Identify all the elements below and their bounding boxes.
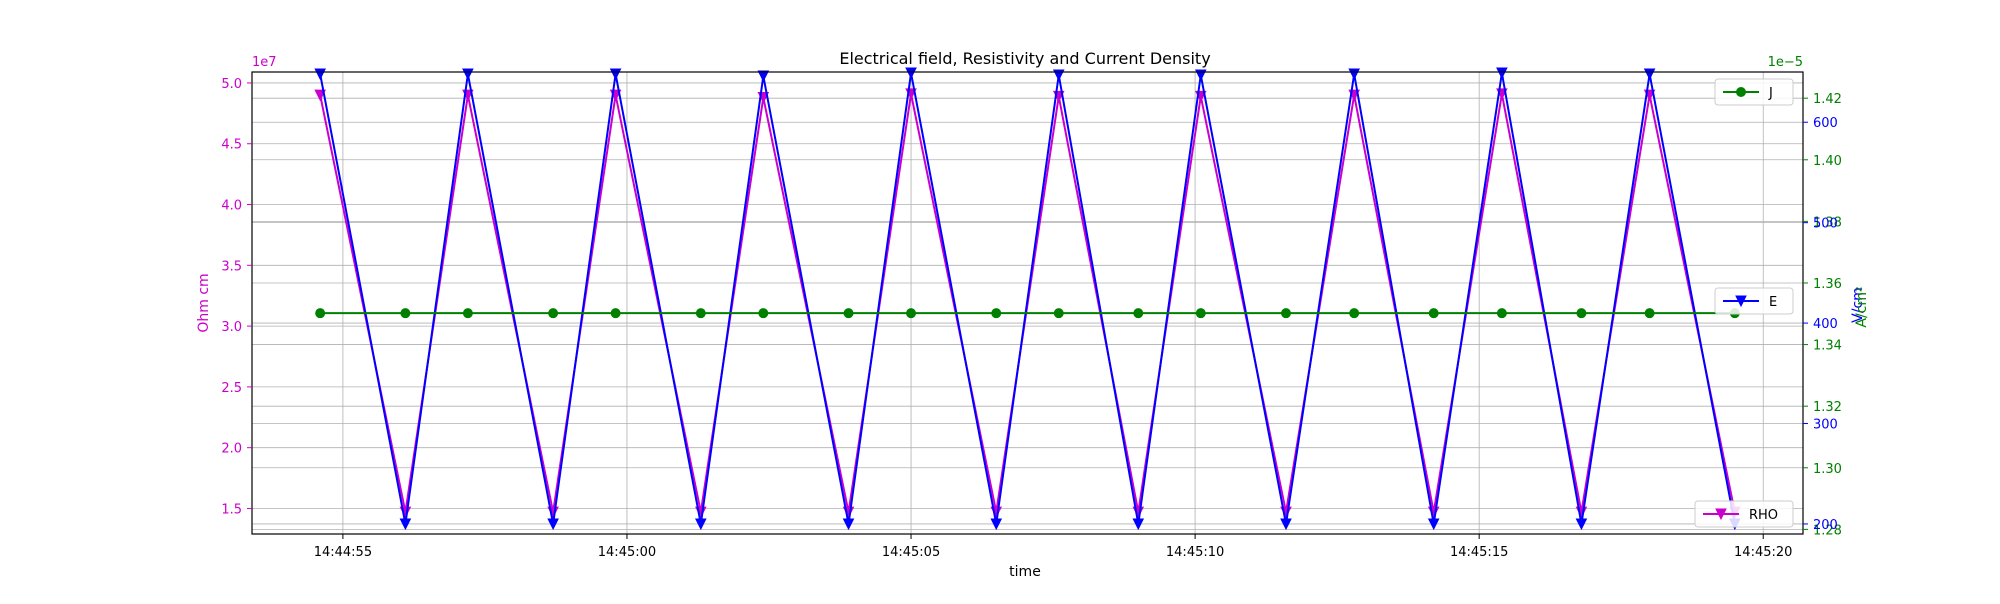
data-point-e: [695, 518, 707, 531]
data-point-j: [1133, 308, 1144, 319]
series-j: [315, 308, 1740, 319]
legend-label: J: [1768, 86, 1773, 101]
rho-tick-label: 2.5: [221, 381, 242, 396]
rho-tick-label: 4.5: [221, 138, 242, 153]
data-point-e: [1427, 518, 1440, 531]
x-tick-label: 14:45:15: [1450, 545, 1508, 560]
data-point-j: [1349, 308, 1360, 319]
data-point-e: [842, 518, 855, 531]
legend-marker: [1736, 87, 1746, 97]
legend-rho: RHO: [1694, 500, 1794, 528]
j-tick-label: 1.30: [1813, 462, 1842, 477]
chart-title: Electrical field, Resistivity and Curren…: [839, 49, 1210, 68]
legend-marker: [1715, 508, 1727, 521]
rho-tick-label: 1.5: [221, 502, 242, 517]
e-tick-label: 500: [1813, 217, 1838, 232]
j-tick-label: 1.40: [1813, 154, 1842, 169]
series-layer: [314, 67, 1741, 531]
rho-tick-label: 3.0: [221, 320, 242, 335]
e-tick-label: 200: [1813, 518, 1838, 533]
data-point-j: [548, 308, 559, 319]
rho-axis-label: Ohm cm: [196, 273, 212, 332]
legend-label: RHO: [1749, 508, 1778, 523]
data-point-j: [1576, 308, 1587, 319]
legends: J E RHO: [1694, 78, 1794, 528]
e-tick-label: 300: [1813, 418, 1838, 433]
data-point-rho: [314, 89, 326, 102]
x-axis-label: time: [1009, 564, 1041, 580]
e-axis-label: V/cm: [1850, 287, 1866, 323]
rho-scale-note: 1e7: [252, 55, 277, 70]
legend-marker: [1735, 295, 1747, 308]
data-point-j: [991, 308, 1002, 319]
data-point-j: [906, 308, 917, 319]
data-point-j: [400, 308, 411, 319]
data-point-j: [610, 308, 621, 319]
data-point-e: [905, 67, 917, 80]
x-tick-label: 14:45:20: [1734, 545, 1792, 560]
rho-tick-label: 4.0: [221, 199, 242, 214]
data-point-e: [547, 518, 559, 531]
rho-tick-label: 3.5: [221, 259, 242, 274]
axes: 14:44:55 14:45:00 14:45:05 14:45:10 14:45:15…: [196, 55, 1870, 560]
data-point-j: [1428, 308, 1439, 319]
e-tick-label: 600: [1813, 116, 1838, 131]
data-point-e: [757, 70, 770, 83]
j-tick-label: 1.42: [1813, 92, 1842, 107]
data-point-j: [1195, 308, 1206, 319]
legend-e: E: [1714, 287, 1794, 315]
plot-frame: [251, 71, 1804, 535]
data-point-j: [1281, 308, 1291, 319]
series-line-e: [319, 72, 1736, 525]
x-tick-label: 14:44:55: [314, 545, 372, 560]
data-point-e: [1132, 518, 1145, 531]
data-point-e: [399, 518, 412, 531]
x-tick-label: 14:45:05: [882, 545, 940, 560]
e-tick-label: 400: [1813, 317, 1838, 332]
j-tick-label: 1.28: [1813, 523, 1842, 538]
data-point-e: [1280, 518, 1292, 531]
data-point-j: [1496, 308, 1507, 319]
rho-tick-label: 2.0: [221, 442, 242, 457]
data-point-e: [990, 518, 1003, 531]
data-point-j: [695, 308, 706, 319]
legend-j: J: [1714, 78, 1794, 106]
j-tick-label: 1.38: [1813, 215, 1842, 230]
data-point-e: [1575, 518, 1588, 531]
j-tick-label: 1.34: [1813, 339, 1842, 354]
data-point-j: [1644, 308, 1655, 319]
data-point-j: [1053, 308, 1064, 319]
j-tick-label: 1.36: [1813, 277, 1842, 292]
x-tick-label: 14:45:00: [598, 545, 656, 560]
data-point-j: [843, 308, 854, 319]
data-point-j: [315, 308, 326, 319]
j-scale-note: 1e−5: [1768, 55, 1803, 70]
x-tick-label: 14:45:10: [1166, 545, 1224, 560]
data-point-j: [758, 308, 769, 319]
legend-box: [1694, 500, 1794, 528]
j-tick-label: 1.32: [1813, 400, 1842, 415]
data-point-e: [1496, 67, 1508, 80]
j-axis-label: A/cm²: [1854, 286, 1870, 327]
grid: [252, 72, 1803, 534]
legend-label: E: [1769, 295, 1777, 310]
rho-tick-label: 5.0: [221, 77, 242, 92]
data-point-j: [462, 308, 473, 319]
